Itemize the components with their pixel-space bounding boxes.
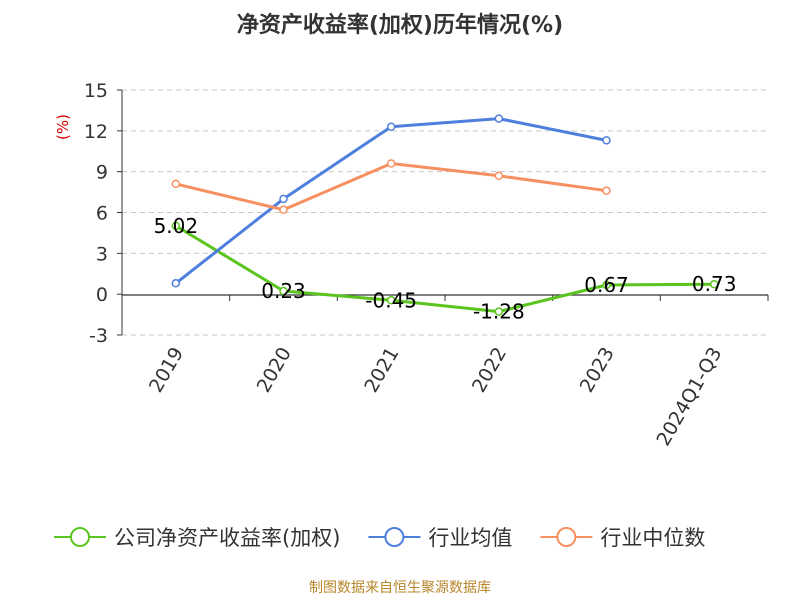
y-tick-label: 12 (84, 121, 108, 143)
legend-marker (384, 527, 405, 547)
x-tick-label: 2019 (145, 344, 188, 397)
data-point (602, 186, 611, 195)
data-label: -0.45 (365, 288, 417, 312)
data-label: 0.73 (692, 272, 737, 296)
data-point (494, 307, 504, 316)
data-point (602, 136, 611, 145)
data-point (386, 159, 396, 168)
data-label: 0.67 (584, 273, 629, 297)
data-point (709, 279, 719, 289)
legend-marker (70, 527, 90, 547)
data-labels: 5.02 0.23 -0.45 -1.28 0.67 0.73 (154, 214, 737, 324)
x-tick-label: 2024Q1-Q3 (652, 344, 726, 450)
data-point (171, 179, 181, 189)
data-point (279, 194, 288, 204)
data-point (386, 122, 396, 131)
series-lines (171, 114, 719, 316)
legend-label: 行业中位数 (600, 526, 705, 550)
data-point (386, 296, 396, 305)
y-tick-label: -3 (89, 325, 108, 347)
data-label: -1.28 (473, 300, 525, 324)
source-note: 制图数据来自恒生聚源数据库 (309, 580, 491, 596)
y-tick-label: 0 (96, 284, 108, 306)
data-point (602, 280, 611, 290)
x-tick-label: 2020 (253, 344, 296, 397)
series-line (175, 162, 607, 212)
legend-label: 公司净资产收益率(加权) (114, 526, 340, 550)
x-tick-label: 2022 (468, 344, 511, 397)
legend: 公司净资产收益率(加权) 行业均值 行业中位数 (54, 526, 705, 550)
x-tick-label: 2021 (360, 344, 403, 397)
data-point (171, 221, 181, 231)
y-axis-label: (%) (54, 114, 72, 140)
data-point (494, 171, 504, 180)
data-label: 5.02 (154, 214, 199, 238)
y-tick-label: 9 (96, 162, 108, 184)
data-point (171, 279, 181, 288)
axes: -3 0 3 6 9 12 15 2019 2020 2021 2022 2023 2024Q1-Q3 (84, 80, 769, 450)
y-tick-label: 15 (84, 80, 108, 102)
legend-label: 行业均值 (428, 526, 512, 550)
chart-title: 净资产收益率(加权)历年情况(%) (237, 12, 563, 38)
data-point (494, 114, 504, 123)
data-point (279, 286, 288, 296)
series-line (175, 224, 715, 314)
legend-marker (556, 527, 577, 547)
data-label: 0.23 (261, 279, 306, 303)
x-tick-label: 2023 (576, 344, 619, 397)
y-tick-label: 6 (96, 203, 108, 225)
y-tick-label: 3 (96, 243, 108, 265)
data-point (279, 205, 288, 215)
